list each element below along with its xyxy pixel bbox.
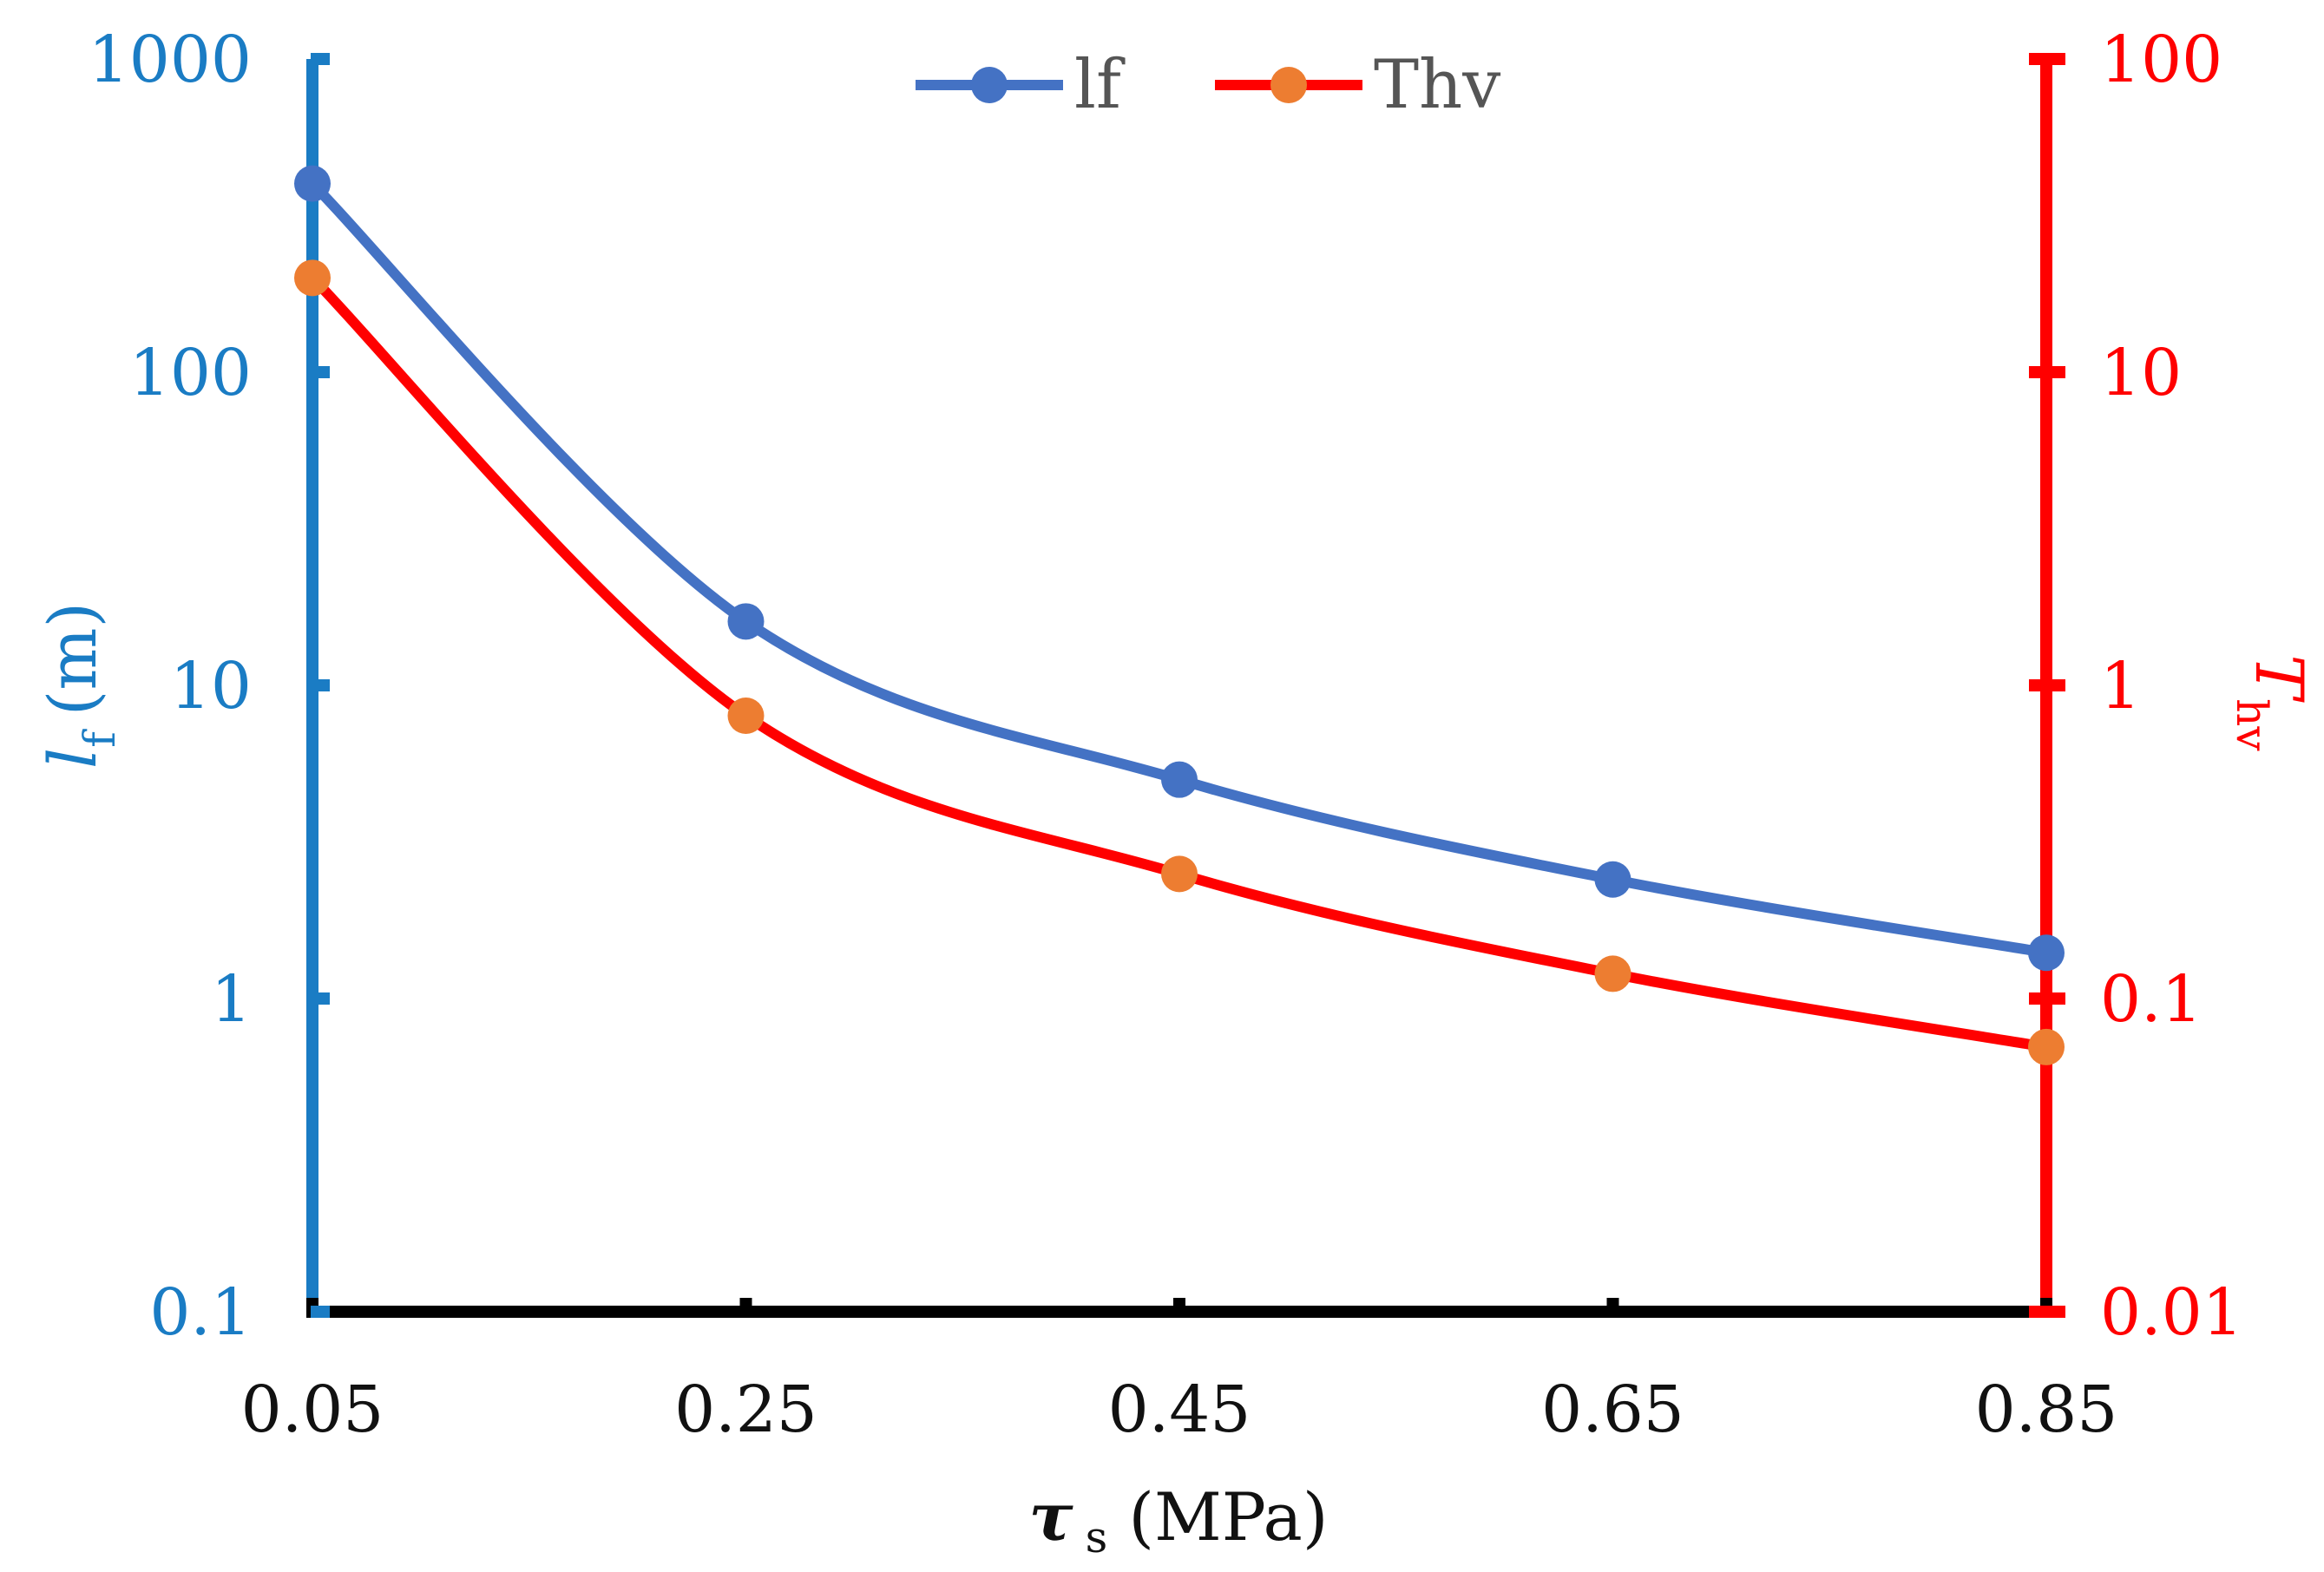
x-axis-unit: (MPa) <box>1128 1478 1328 1556</box>
series-lf-point <box>294 165 331 202</box>
legend: lf Thv <box>916 46 1500 124</box>
x-tick-label: 0.65 <box>1541 1372 1684 1447</box>
x-tick-label: 0.05 <box>241 1372 384 1447</box>
x-tick-label: 0.85 <box>1975 1372 2118 1447</box>
series-layer <box>294 165 2065 1065</box>
series-thv-point <box>1161 855 1198 893</box>
right-y-tick-label: 0.01 <box>2100 1275 2243 1350</box>
legend-thv-label: Thv <box>1374 46 1500 124</box>
left-y-axis-symbol: l <box>34 748 111 769</box>
series-lf-point <box>2028 934 2065 972</box>
left-y-axis-subscript: f <box>75 729 125 748</box>
series-lf-point <box>1161 761 1198 798</box>
left-y-tick-label: 10 <box>170 649 252 724</box>
legend-lf-label: lf <box>1074 46 1126 124</box>
right-y-tick-label: 10 <box>2100 336 2182 410</box>
left-y-axis-unit: (m) <box>34 602 111 716</box>
x-axis-ticks: 0.05 0.25 0.45 0.65 0.85 <box>241 1298 2118 1447</box>
series-thv-point <box>2028 1028 2065 1065</box>
legend-lf-marker <box>971 67 1008 103</box>
series-lf-point <box>1594 861 1631 898</box>
x-axis-symbol: τ <box>1029 1478 1074 1556</box>
left-y-tick-label: 100 <box>129 336 252 410</box>
right-y-axis-ticks: 0.01 0.1 1 10 100 <box>2029 23 2243 1350</box>
x-tick-label: 0.25 <box>674 1372 817 1447</box>
left-y-tick-label: 0.1 <box>149 1275 252 1350</box>
x-axis-title: τ s (MPa) <box>1029 1478 1329 1562</box>
right-y-tick-label: 100 <box>2100 23 2222 97</box>
left-y-axis-title: lf (m) <box>34 602 125 769</box>
left-y-axis-ticks: 0.1 1 10 100 1000 <box>89 23 330 1350</box>
series-lf-line <box>308 180 2048 959</box>
right-y-axis-title: Thv <box>2227 654 2318 751</box>
x-tick-label: 0.45 <box>1108 1372 1251 1447</box>
right-y-axis-symbol: T <box>2241 654 2318 703</box>
series-thv-line <box>308 274 2048 1052</box>
series-thv-point <box>1594 955 1631 992</box>
series-thv-point <box>727 697 765 734</box>
x-axis-subscript: s <box>1086 1512 1108 1562</box>
left-y-tick-label: 1 <box>211 962 252 1037</box>
right-y-tick-label: 0.1 <box>2100 962 2203 1037</box>
series-lf-point <box>727 603 765 640</box>
right-y-tick-label: 1 <box>2100 649 2141 724</box>
legend-thv-marker <box>1270 67 1307 103</box>
left-y-tick-label: 1000 <box>89 23 252 97</box>
right-y-axis-subscript: hv <box>2227 698 2277 751</box>
series-thv-point <box>294 259 331 297</box>
